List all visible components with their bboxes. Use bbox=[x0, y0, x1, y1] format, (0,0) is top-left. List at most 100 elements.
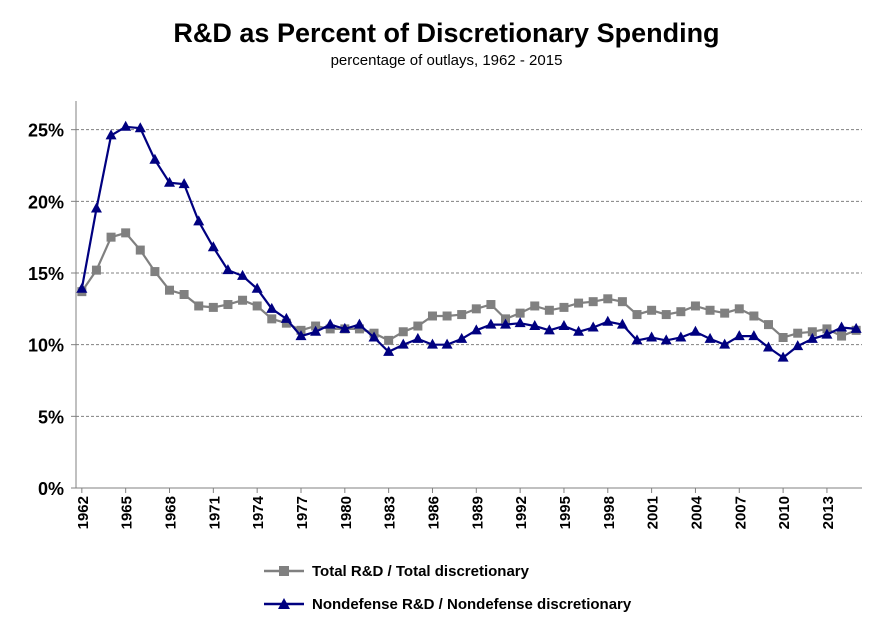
data-point-square bbox=[705, 305, 715, 315]
data-point-square bbox=[807, 327, 817, 337]
data-point-square bbox=[238, 295, 248, 305]
data-point-square bbox=[135, 245, 145, 255]
data-point-triangle bbox=[675, 331, 687, 342]
data-point-triangle bbox=[426, 338, 438, 349]
gridlines bbox=[76, 129, 862, 417]
data-point-triangle bbox=[485, 318, 497, 329]
data-point-triangle bbox=[470, 324, 482, 335]
data-point-triangle bbox=[222, 264, 234, 275]
legend-label-nondefense: Nondefense R&D / Nondefense discretionar… bbox=[312, 595, 632, 613]
x-tick-label: 1968 bbox=[163, 496, 180, 529]
x-tick-label: 2001 bbox=[645, 496, 662, 529]
data-point-square bbox=[793, 328, 803, 338]
data-point-triangle bbox=[76, 282, 88, 293]
data-point-triangle bbox=[821, 328, 833, 339]
data-point-triangle bbox=[164, 176, 176, 187]
chart-subtitle: percentage of outlays, 1962 - 2015 bbox=[330, 52, 563, 69]
data-point-square bbox=[398, 327, 408, 337]
data-point-square bbox=[457, 310, 467, 320]
x-tick-label: 1965 bbox=[119, 496, 136, 529]
data-point-triangle bbox=[193, 215, 205, 226]
data-point-square bbox=[734, 304, 744, 314]
data-point-square bbox=[208, 302, 218, 312]
data-point-triangle bbox=[324, 318, 336, 329]
x-tick-label: 1998 bbox=[601, 496, 618, 529]
data-point-triangle bbox=[836, 321, 848, 332]
data-point-square bbox=[165, 285, 175, 295]
data-point-square bbox=[384, 335, 394, 345]
y-tick-label: 10% bbox=[28, 336, 64, 356]
data-point-square bbox=[150, 267, 160, 277]
data-point-triangle bbox=[90, 202, 102, 213]
data-point-square bbox=[749, 311, 759, 321]
y-tick-label: 5% bbox=[38, 407, 64, 427]
data-point-triangle bbox=[339, 322, 351, 333]
data-point-triangle bbox=[850, 322, 862, 333]
data-point-triangle bbox=[777, 351, 789, 362]
data-point-triangle bbox=[689, 325, 701, 336]
data-point-triangle bbox=[646, 331, 658, 342]
data-point-square bbox=[617, 297, 627, 307]
data-point-triangle bbox=[748, 330, 760, 341]
data-point-triangle bbox=[178, 178, 190, 189]
data-point-triangle bbox=[368, 331, 380, 342]
x-tick-label: 1983 bbox=[382, 496, 399, 529]
y-tick-labels: 0% 5% 10% 15% 20% 25% bbox=[28, 121, 64, 499]
data-point-triangle bbox=[149, 153, 161, 164]
data-point-square bbox=[588, 297, 598, 307]
x-tick-label: 1977 bbox=[294, 496, 311, 529]
data-point-triangle bbox=[631, 334, 643, 345]
data-point-triangle bbox=[237, 269, 249, 280]
data-point-triangle bbox=[806, 332, 818, 343]
data-point-triangle bbox=[266, 302, 278, 313]
data-point-triangle bbox=[558, 320, 570, 331]
data-point-triangle bbox=[616, 318, 628, 329]
data-point-triangle bbox=[207, 241, 219, 252]
series-line bbox=[80, 231, 857, 342]
x-tick-label: 1962 bbox=[75, 496, 92, 529]
chart-title: R&D as Percent of Discretionary Spending bbox=[173, 18, 720, 48]
data-point-square bbox=[427, 311, 437, 321]
data-point-triangle bbox=[280, 312, 292, 323]
data-point-triangle bbox=[134, 122, 146, 133]
data-point-triangle bbox=[105, 129, 117, 140]
data-point-triangle bbox=[529, 320, 541, 331]
x-tick-label: 2013 bbox=[820, 496, 837, 529]
data-point-triangle bbox=[120, 120, 132, 131]
legend-marker-square bbox=[264, 566, 304, 576]
x-tick-label: 1989 bbox=[469, 496, 486, 529]
data-point-triangle bbox=[412, 332, 424, 343]
legend-marker-triangle bbox=[264, 598, 304, 609]
x-tick-label: 1995 bbox=[557, 496, 574, 529]
data-point-triangle bbox=[719, 338, 731, 349]
data-point-triangle bbox=[602, 315, 614, 326]
axes bbox=[71, 101, 862, 493]
data-point-square bbox=[530, 301, 540, 311]
data-point-square bbox=[194, 301, 204, 311]
x-tick-label: 1980 bbox=[338, 496, 355, 529]
series-total bbox=[77, 228, 861, 345]
data-point-triangle bbox=[397, 338, 409, 349]
y-tick-label: 20% bbox=[28, 192, 64, 212]
legend-label-total: Total R&D / Total discretionary bbox=[312, 562, 529, 580]
data-point-triangle bbox=[456, 332, 468, 343]
data-point-square bbox=[325, 324, 335, 334]
series-nondefense bbox=[76, 120, 862, 362]
data-point-square bbox=[252, 301, 262, 311]
y-tick-label: 15% bbox=[28, 264, 64, 284]
data-point-triangle bbox=[792, 340, 804, 351]
data-point-square bbox=[603, 294, 613, 304]
x-tick-label: 1992 bbox=[513, 496, 530, 529]
x-tick-label: 1986 bbox=[425, 496, 442, 529]
data-point-square bbox=[559, 302, 569, 312]
data-point-square bbox=[647, 305, 657, 315]
data-point-square bbox=[574, 298, 584, 308]
data-point-square bbox=[267, 314, 277, 324]
data-point-square bbox=[690, 301, 700, 311]
x-tick-label: 2007 bbox=[732, 496, 749, 529]
data-point-square bbox=[763, 320, 773, 330]
x-tick-labels: 1962 1965 1968 1971 1974 1977 1980 1983 1986 1989… bbox=[75, 495, 837, 529]
data-point-square bbox=[837, 331, 847, 341]
data-point-triangle bbox=[383, 345, 395, 356]
